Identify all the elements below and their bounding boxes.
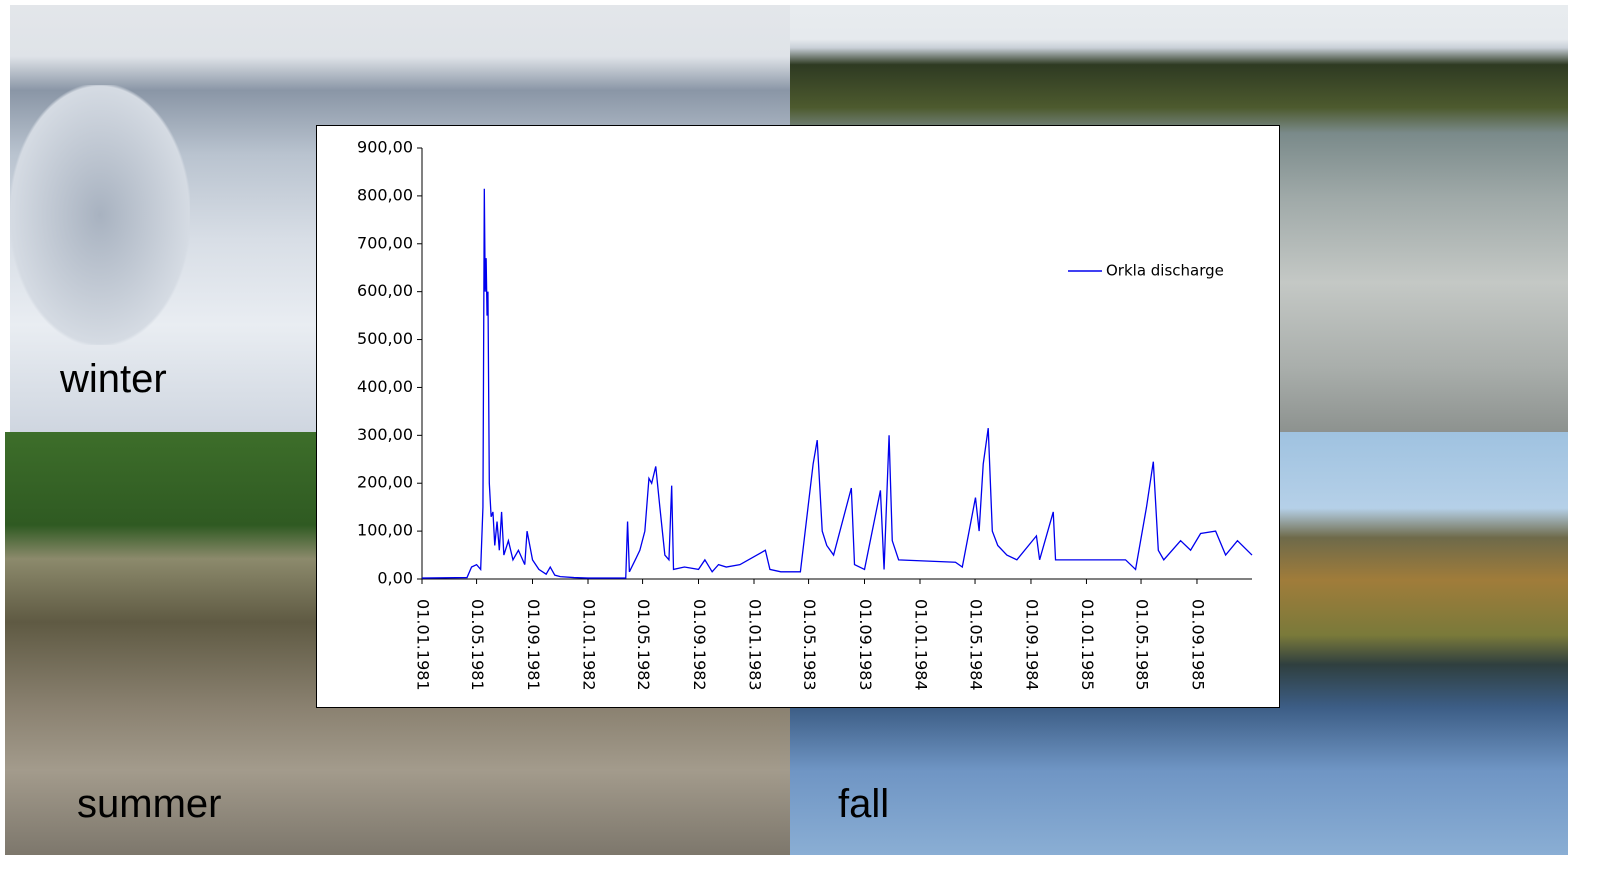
photo-label: winter xyxy=(60,357,167,402)
legend-label: Orkla discharge xyxy=(1106,262,1224,280)
x-tick-label: 01.05.1982 xyxy=(634,599,653,691)
y-tick-label: 700,00 xyxy=(357,233,413,252)
x-tick-label: 01.09.1984 xyxy=(1022,599,1041,691)
x-tick-label: 01.01.1985 xyxy=(1078,599,1097,691)
x-tick-label: 01.01.1982 xyxy=(580,599,599,691)
y-tick-label: 600,00 xyxy=(357,281,413,300)
x-tick-label: 01.09.1982 xyxy=(690,599,709,691)
x-tick-label: 01.01.1983 xyxy=(746,599,765,691)
winter-trees xyxy=(10,85,190,345)
photo-label: fall xyxy=(838,782,889,827)
x-tick-label: 01.09.1983 xyxy=(856,599,875,691)
y-tick-label: 500,00 xyxy=(357,329,413,348)
y-tick-label: 400,00 xyxy=(357,377,413,396)
x-tick-label: 01.01.1981 xyxy=(414,599,433,691)
x-tick-label: 01.09.1981 xyxy=(524,599,543,691)
y-tick-label: 900,00 xyxy=(357,138,413,157)
x-tick-label: 01.05.1981 xyxy=(468,599,487,691)
chart: 0,00 100,00 200,00 300,00 400,00 500,00 600,00… xyxy=(316,125,1280,708)
x-tick-label: 01.05.1984 xyxy=(967,599,986,691)
y-tick-label: 200,00 xyxy=(357,473,413,492)
y-tick-label: 0,00 xyxy=(377,569,413,588)
photo-label: summer xyxy=(77,782,221,827)
y-tick-label: 100,00 xyxy=(357,521,413,540)
y-tick-label: 300,00 xyxy=(357,425,413,444)
x-tick-label: 01.09.1985 xyxy=(1188,599,1207,691)
x-tick-label: 01.01.1984 xyxy=(912,599,931,691)
x-tick-label: 01.05.1985 xyxy=(1133,599,1152,691)
x-tick-label: 01.05.1983 xyxy=(800,599,819,691)
y-tick-label: 800,00 xyxy=(357,185,413,204)
slide: winter summer fall 0,00 100,00 200,00 300,0… xyxy=(0,0,1608,878)
